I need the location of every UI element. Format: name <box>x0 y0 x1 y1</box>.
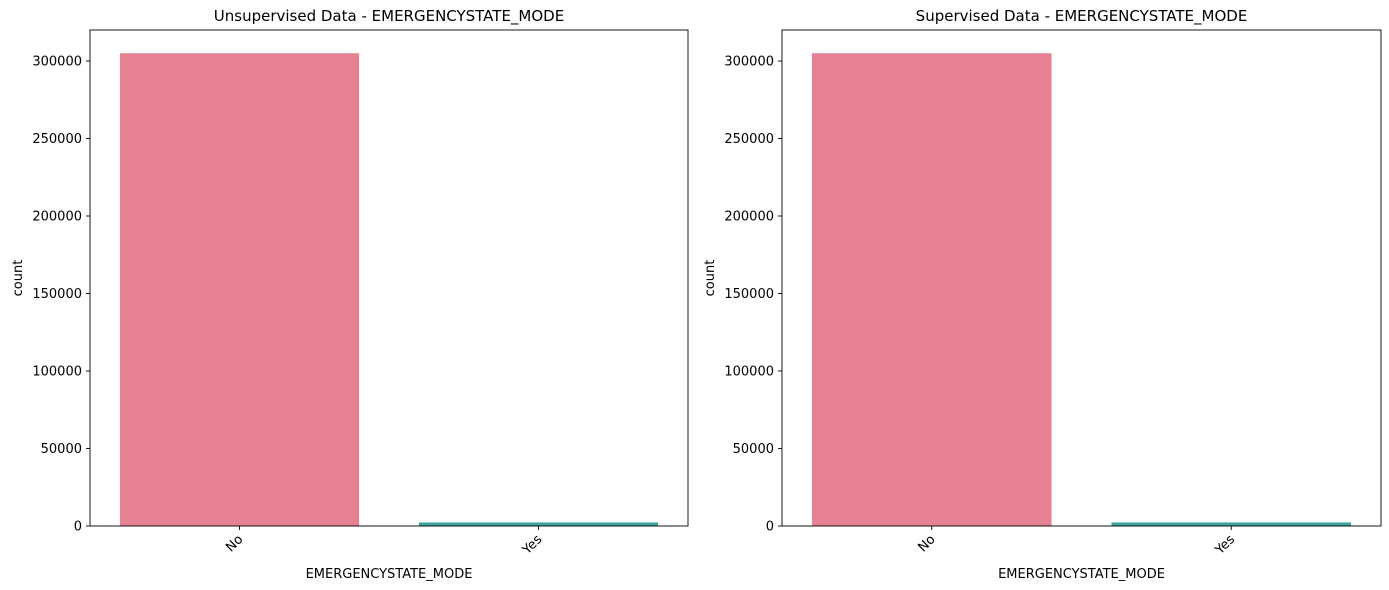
x-tick-label-yes: Yes <box>519 532 545 558</box>
x-tick-label-no: No <box>223 532 246 555</box>
y-tick-label: 200000 <box>724 210 774 225</box>
y-tick-label: 100000 <box>724 365 774 380</box>
y-tick-label: 100000 <box>32 365 82 380</box>
y-tick-label: 250000 <box>724 132 774 147</box>
bar-no <box>811 53 1052 526</box>
y-tick-label: 0 <box>74 520 82 535</box>
y-tick-label: 50000 <box>41 442 82 457</box>
y-tick-label: 200000 <box>32 210 82 225</box>
plot-frame <box>89 29 689 527</box>
chart-title: Supervised Data - EMERGENCYSTATE_MODE <box>916 7 1248 26</box>
y-tick-label: 150000 <box>724 287 774 302</box>
y-tick-label: 300000 <box>724 55 774 70</box>
x-tick-label-yes: Yes <box>1212 532 1238 558</box>
y-tick-label: 150000 <box>32 287 82 302</box>
y-tick-label: 50000 <box>733 442 774 457</box>
chart-panel-unsupervised: 0 50000 100000 150000 200000 250000 300000 No Ye… <box>11 7 689 582</box>
y-tick-label: 250000 <box>32 132 82 147</box>
y-tick-label: 300000 <box>32 55 82 70</box>
x-axis-label: EMERGENCYSTATE_MODE <box>306 567 473 582</box>
y-axis-label: count <box>703 260 718 297</box>
y-tick-label: 0 <box>766 520 774 535</box>
bar-no <box>119 53 360 526</box>
bar-yes <box>1111 522 1352 526</box>
x-axis-label: EMERGENCYSTATE_MODE <box>998 567 1165 582</box>
chart-panel-supervised: 0 50000 100000 150000 200000 250000 300000 No Ye… <box>703 7 1382 582</box>
x-tick-label-no: No <box>915 532 938 555</box>
chart-title: Unsupervised Data - EMERGENCYSTATE_MODE <box>214 7 564 26</box>
bar-yes <box>418 522 659 526</box>
plot-frame <box>781 29 1382 527</box>
y-axis-label: count <box>11 260 26 297</box>
